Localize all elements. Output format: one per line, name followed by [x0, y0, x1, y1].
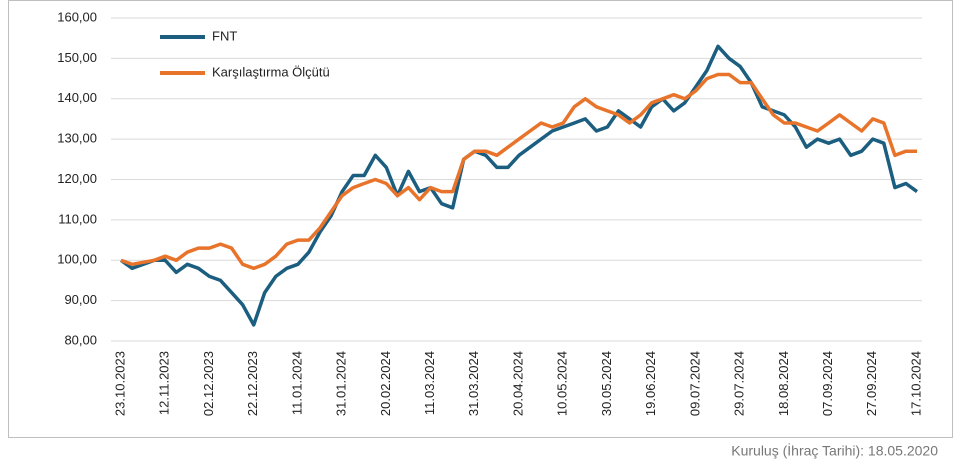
x-tick-label: 18.08.2024: [776, 351, 791, 416]
y-tick-label: 140,00: [57, 90, 97, 105]
y-tick-label: 80,00: [64, 332, 97, 347]
y-tick-label: 120,00: [57, 171, 97, 186]
x-tick-label: 19.06.2024: [643, 351, 658, 416]
x-tick-label: 31.01.2024: [334, 351, 349, 416]
x-tick-label: 30.05.2024: [599, 351, 614, 416]
x-tick-label: 27.09.2024: [864, 351, 879, 416]
footnote: Kuruluş (İhraç Tarihi): 18.05.2020: [731, 442, 938, 459]
x-tick-label: 02.12.2023: [201, 351, 216, 416]
y-tick-label: 130,00: [57, 131, 97, 146]
x-tick-label: 09.07.2024: [687, 351, 702, 416]
x-tick-label: 29.07.2024: [732, 351, 747, 416]
x-tick-label: 23.10.2023: [112, 351, 127, 416]
x-tick-label: 07.09.2024: [820, 351, 835, 416]
series-line: [120, 72, 917, 271]
y-tick-label: 110,00: [58, 211, 97, 226]
y-tick-label: 150,00: [57, 50, 97, 65]
x-tick-label: 10.05.2024: [555, 351, 570, 416]
x-tick-label: 12.11.2023: [157, 351, 172, 415]
y-tick-label: 100,00: [57, 252, 97, 267]
x-tick-label: 22.12.2023: [245, 351, 260, 416]
x-tick-label: 20.04.2024: [510, 351, 525, 416]
legend-label: FNT: [212, 28, 237, 43]
legend-label: Karşılaştırma Ölçütü: [212, 64, 330, 79]
x-tick-label: 20.02.2024: [378, 351, 393, 416]
y-tick-label: 90,00: [64, 292, 97, 307]
y-tick-label: 160,00: [57, 9, 97, 24]
series-line: [119, 44, 919, 327]
x-tick-label: 11.03.2024: [422, 351, 437, 415]
x-tick-label: 17.10.2024: [908, 351, 923, 416]
x-tick-label: 11.01.2024: [289, 351, 304, 415]
x-tick-label: 31.03.2024: [466, 351, 481, 416]
